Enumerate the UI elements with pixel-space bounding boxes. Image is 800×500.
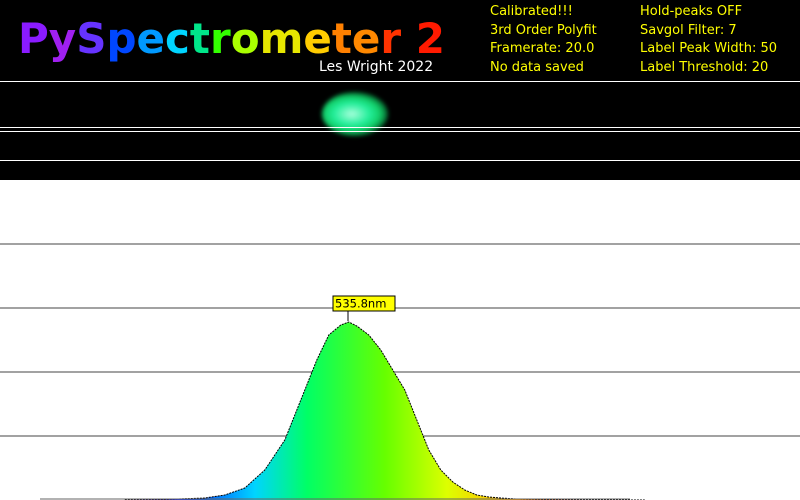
- spectrum-graph: 535.8nm: [0, 180, 800, 500]
- camera-preview: [0, 80, 800, 180]
- status-column-left: Calibrated!!! 3rd Order Polyfit Framerat…: [490, 3, 597, 77]
- title-letter: e: [136, 14, 166, 63]
- spectrum-layer: [40, 321, 645, 500]
- spectrum-plot: 535.8nm: [0, 243, 800, 500]
- title-letter: y: [48, 14, 77, 63]
- status-threshold: Label Threshold: 20: [640, 59, 769, 75]
- crosshair-line-upper: [0, 127, 800, 128]
- peak-label-text: 535.8nm: [335, 297, 386, 311]
- title-letter: S: [76, 14, 107, 63]
- title-letter: t: [189, 14, 210, 63]
- preview-border-bottom: [0, 160, 800, 161]
- title-letter: e: [351, 14, 381, 63]
- title-letter: m: [259, 14, 304, 63]
- spectrum-outline: [124, 321, 645, 500]
- spectrum-area: [124, 322, 645, 500]
- peak-layer: 535.8nm: [332, 295, 396, 321]
- title-letter: e: [303, 14, 332, 63]
- status-save: No data saved: [490, 59, 584, 75]
- title-letter: o: [230, 14, 260, 63]
- status-column-right: Hold-peaks OFF Savgol Filter: 7 Label Pe…: [640, 3, 777, 77]
- title-letter: t: [331, 14, 352, 63]
- title-letter: r: [380, 14, 402, 63]
- title-letter: r: [210, 14, 231, 63]
- crosshair-line-lower: [0, 131, 800, 132]
- status-savgol: Savgol Filter: 7: [640, 22, 737, 38]
- title-letter: p: [106, 14, 137, 63]
- status-peak-width: Label Peak Width: 50: [640, 41, 778, 56]
- status-polyfit: 3rd Order Polyfit: [490, 22, 597, 38]
- header: PySpectrometer 2 Les Wright 2022 Calibra…: [0, 0, 800, 80]
- title-letter: 2: [415, 14, 445, 63]
- title-letter: P: [18, 14, 49, 63]
- status-framerate: Framerate: 20.0: [490, 41, 595, 56]
- author-credit: Les Wright 2022: [319, 59, 434, 75]
- app-title: PySpectrometer 2: [18, 14, 445, 64]
- preview-border-top: [0, 81, 800, 82]
- status-hold-peaks: Hold-peaks OFF: [640, 4, 743, 19]
- peak-label-box: [332, 295, 396, 312]
- title-letter: c: [165, 14, 190, 63]
- light-source-blob: [322, 92, 388, 136]
- status-calibration: Calibrated!!!: [490, 4, 573, 19]
- title-letter: [401, 14, 416, 64]
